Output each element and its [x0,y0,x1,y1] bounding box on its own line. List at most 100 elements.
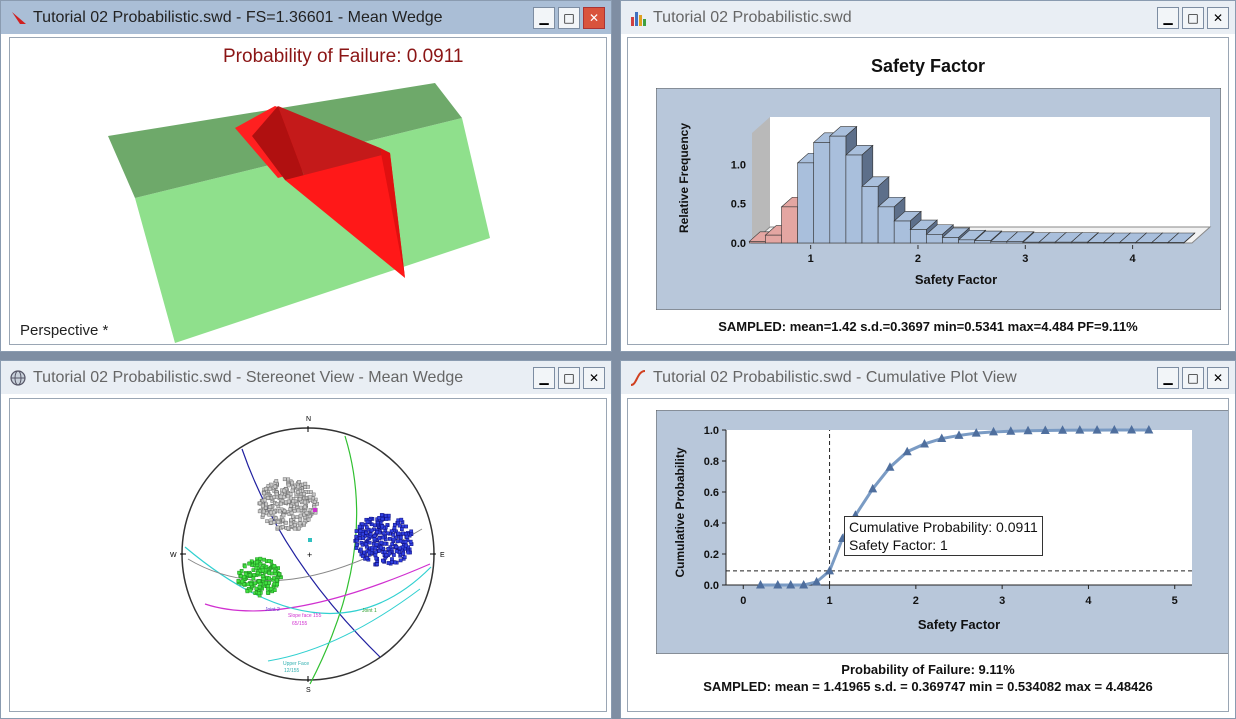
wedge-view-window[interactable]: Tutorial 02 Probabilistic.swd - FS=1.366… [0,0,612,352]
stereonet-title: Tutorial 02 Probabilistic.swd - Stereone… [33,368,464,386]
histogram-window[interactable]: Tutorial 02 Probabilistic.swd ▁ □ ✕ Safe… [620,0,1236,352]
joint-plane-green [309,435,358,685]
wedge-3d-canvas[interactable]: Probability of Failure: 0.0911 Perspecti… [9,37,607,345]
view-mode-label: Perspective * [20,322,109,339]
histogram-title: Tutorial 02 Probabilistic.swd [653,8,852,26]
histogram-summary: SAMPLED: mean=1.42 s.d.=0.3697 min=0.534… [718,319,1138,334]
svg-text:Joint 1: Joint 1 [362,608,377,614]
cumulative-data-point [812,576,822,586]
histogram-bar [765,234,782,244]
histogram-x-axis-title: Safety Factor [915,272,997,287]
histogram-chart[interactable]: 0.0 0.5 1.0 1 2 3 4 Safety Factor Relative Frequ… [656,88,1221,310]
maximize-button[interactable]: □ [558,7,580,29]
minimize-button[interactable]: ▁ [533,367,555,389]
cumulative-chart[interactable]: 0.0 0.2 0.4 0.6 0.8 1.0 0 1 2 3 4 5 Safety Factor Cum… [656,410,1229,654]
maximize-button[interactable]: □ [558,367,580,389]
cumulative-x-tick-label: 0 [740,595,746,607]
globe-icon [9,369,27,387]
tooltip-cumulative-probability: Cumulative Probability: 0.0911 [849,519,1038,535]
cumulative-data-point [919,438,929,448]
maximize-button[interactable]: □ [1182,367,1204,389]
cluster-gray-poles [257,477,319,531]
cumulative-x-tick-label: 4 [1085,595,1092,607]
cumulative-data-point [1127,425,1137,434]
minimize-button[interactable]: ▁ [1157,367,1179,389]
cumulative-tooltip: Cumulative Probability: 0.0911 Safety Fa… [844,516,1043,556]
histogram-panel: Safety Factor 0.0 0.5 1.0 1 2 3 4 Safety Factor… [627,37,1229,345]
histogram-x-tick-label: 4 [1130,253,1137,265]
maximize-button[interactable]: □ [1182,7,1204,29]
cumulative-data-point [799,580,809,589]
cumulative-data-point [1144,425,1154,434]
histogram-x-tick-label: 1 [808,253,814,265]
histogram-bar [829,135,847,244]
minimize-button[interactable]: ▁ [533,7,555,29]
north-label: N [306,416,311,423]
cumulative-window[interactable]: Tutorial 02 Probabilistic.swd - Cumulati… [620,360,1236,719]
wedge-view-titlebar[interactable]: Tutorial 02 Probabilistic.swd - FS=1.366… [1,1,611,34]
slope-plane-magenta [204,563,431,612]
close-button[interactable]: ✕ [1207,7,1229,29]
cumulative-data-point [1058,425,1068,434]
cumulative-data-point [1040,425,1050,434]
cumulative-y-tick-label: 0.0 [704,580,719,592]
cumulative-curve-icon [629,369,647,387]
wedge-app-icon [9,9,27,27]
east-label: E [440,552,445,559]
histogram-chart-icon [629,9,647,27]
histogram-bar [845,154,863,244]
close-button[interactable]: ✕ [1207,367,1229,389]
footer-sampled-stats: SAMPLED: mean = 1.41965 s.d. = 0.369747 … [703,679,1153,694]
cumulative-x-tick-label: 2 [913,595,919,607]
svg-text:Upper Face: Upper Face [283,661,309,667]
cumulative-data-point [1023,425,1033,435]
wedge-view-title: Tutorial 02 Probabilistic.swd - FS=1.366… [33,8,443,26]
minimize-button[interactable]: ▁ [1157,7,1179,29]
svg-text:12/155: 12/155 [284,668,300,674]
stereonet-plot: + · Joint 2 Joint 1 Slope face 155 65/15… [170,416,445,694]
cumulative-data-point [954,430,964,439]
histogram-titlebar[interactable]: Tutorial 02 Probabilistic.swd ▁ □ ✕ [621,1,1235,34]
cumulative-panel: 0.0 0.2 0.4 0.6 0.8 1.0 0 1 2 3 4 5 Safety Factor Cum… [627,398,1229,712]
cumulative-data-point [773,580,783,589]
cumulative-data-point [868,483,878,493]
histogram-x-tick-label: 3 [1022,253,1028,265]
upper-face-cyan [184,546,432,615]
histogram-bar [974,240,992,244]
histogram-bar [1070,241,1088,244]
histogram-bar [990,241,1008,244]
close-button[interactable]: ✕ [583,7,605,29]
cumulative-y-tick-label: 0.6 [704,487,719,499]
cumulative-data-point [989,426,999,436]
west-label: W [170,552,177,559]
cumulative-x-axis-title: Safety Factor [918,617,1000,632]
stereonet-canvas[interactable]: + · Joint 2 Joint 1 Slope face 155 65/15… [9,398,607,712]
cumulative-data-point [1109,425,1119,434]
cumulative-data-point [1092,425,1102,434]
histogram-bar [1006,241,1024,244]
histogram-bar [797,162,815,244]
svg-text:·: · [286,503,288,509]
close-button[interactable]: ✕ [583,367,605,389]
cluster-blue-poles [353,513,414,567]
cumulative-y-axis-title: Cumulative Probability [673,447,687,577]
histogram-bar [813,142,831,244]
stereonet-titlebar[interactable]: Tutorial 02 Probabilistic.swd - Stereone… [1,361,611,394]
histogram-bar [958,239,975,244]
histogram-bar [749,241,766,244]
cumulative-y-tick-label: 1.0 [704,425,719,437]
svg-text:Slope face 155: Slope face 155 [288,613,322,619]
svg-text:65/155: 65/155 [292,621,308,627]
histogram-bar [861,186,879,244]
stereonet-window[interactable]: Tutorial 02 Probabilistic.swd - Stereone… [0,360,612,719]
tooltip-safety-factor: Safety Factor: 1 [849,537,948,553]
cumulative-data-point [1075,425,1085,434]
histogram-x-tick-label: 2 [915,253,921,265]
cumulative-data-point [786,580,796,589]
histogram-y-tick-label: 0.5 [731,199,746,211]
cumulative-y-tick-label: 0.8 [704,456,719,468]
cumulative-titlebar[interactable]: Tutorial 02 Probabilistic.swd - Cumulati… [621,361,1235,394]
cumulative-x-tick-label: 1 [826,595,832,607]
histogram-bar [1022,241,1040,244]
cumulative-y-tick-label: 0.4 [704,518,720,530]
